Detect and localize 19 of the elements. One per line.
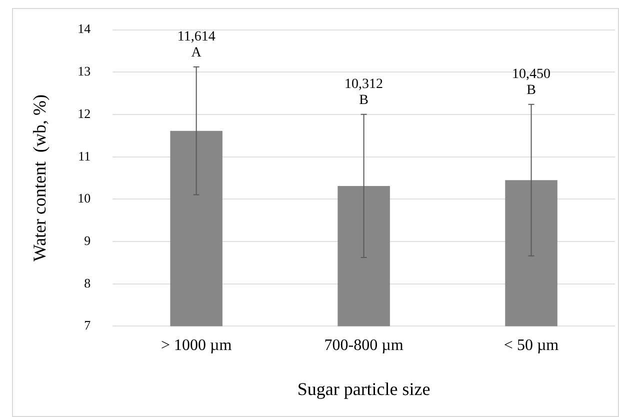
annotation: B xyxy=(359,93,368,108)
x-tick-label: 700-800 µm xyxy=(324,337,404,354)
y-tick-label: 8 xyxy=(84,275,91,290)
y-tick-label: 11 xyxy=(78,148,91,164)
y-tick-label: 14 xyxy=(78,21,92,36)
y-tick-label: 7 xyxy=(84,318,92,333)
x-axis-title: Sugar particle size xyxy=(297,378,430,399)
y-tick-label: 13 xyxy=(78,64,91,79)
annotation: B xyxy=(526,82,536,98)
annotation: 10,312 xyxy=(344,77,384,92)
y-tick-label: 12 xyxy=(78,106,91,121)
annotation: 10,450 xyxy=(512,66,551,82)
annotation: 11,614 xyxy=(177,30,216,45)
y-tick-label: 9 xyxy=(84,232,91,248)
y-tick-label: 10 xyxy=(78,190,91,206)
y-axis-title: Water content (wb, %) xyxy=(30,94,50,262)
x-tick-label: < 50 µm xyxy=(504,337,560,354)
annotation: A xyxy=(191,46,202,61)
x-tick-label: > 1000 µm xyxy=(160,337,232,354)
